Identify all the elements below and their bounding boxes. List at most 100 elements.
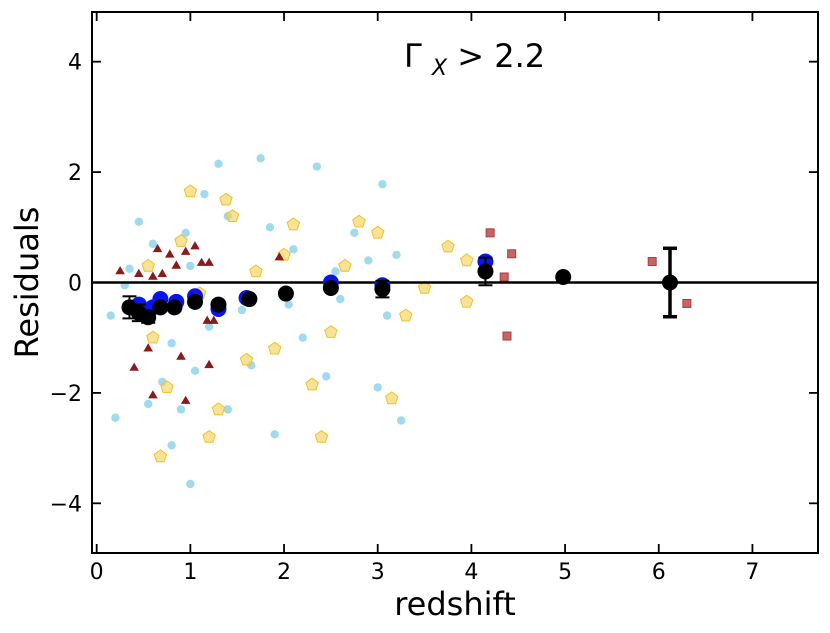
pink-square-point: [682, 298, 692, 308]
light-blue-point: [106, 311, 115, 320]
binned-black-point: [277, 285, 294, 302]
binned-layer: [121, 246, 678, 326]
pink-square-point: [499, 272, 509, 282]
dark-red-triangle-point: [148, 271, 158, 280]
dark-red-triangle-point: [165, 249, 175, 258]
dark-red-triangle-point: [204, 359, 214, 369]
gold-pentagon-point: [141, 258, 155, 272]
light-blue-point: [382, 311, 392, 320]
binned-black-point: [661, 274, 678, 291]
gold-pentagon-point: [370, 225, 385, 239]
light-blue-point: [321, 372, 331, 381]
light-blue-point: [364, 256, 373, 265]
light-blue-point: [265, 223, 275, 232]
light-blue-point: [181, 228, 190, 238]
x-tick-label: 1: [183, 560, 197, 585]
gold-pentagon-point: [441, 239, 455, 253]
light-blue-point: [148, 239, 158, 249]
annotation-gamma-symbol: Γ: [404, 37, 422, 75]
dark-red-triangle-point: [171, 260, 182, 269]
light-blue-point: [336, 294, 345, 304]
gold-pentagon-point: [225, 209, 240, 222]
binned-black-point: [477, 263, 494, 280]
dark-red-triangle-point: [115, 266, 125, 275]
dark-red-triangle-point: [196, 257, 207, 266]
y-tick-label: −4: [50, 492, 82, 517]
binned-black-point: [166, 299, 183, 316]
gold-pentagon-point: [385, 391, 399, 405]
dark-red-triangle-point: [180, 395, 191, 404]
gold-pentagon-point: [399, 308, 413, 322]
light-blue-point: [111, 413, 120, 422]
light-blue-point: [373, 383, 382, 392]
dark-red-triangle-point: [157, 268, 167, 277]
y-tick-label: 2: [68, 161, 82, 186]
gold-pentagon-point: [286, 217, 301, 231]
gold-pentagon-point: [146, 330, 160, 344]
light-blue-point: [284, 300, 293, 309]
annotation-gamma: Γ X > 2.2: [404, 37, 545, 83]
binned-black-point: [374, 281, 391, 298]
dark-red-triangle-point: [204, 257, 214, 266]
gold-pentagon-point: [160, 380, 174, 394]
ticks-layer: [92, 12, 818, 553]
light-blue-point: [256, 154, 265, 163]
pink-square-point: [507, 249, 517, 259]
light-blue-point: [167, 339, 176, 348]
light-blue-point: [144, 399, 153, 409]
tick-labels-layer: 0 1 2 3 4 5 6 7 −4 −2 0 2 4: [50, 51, 760, 585]
light-blue-point: [204, 322, 214, 331]
y-tick-label: −2: [50, 382, 82, 407]
scatter-layer: [106, 154, 692, 489]
gold-pentagon-point: [417, 280, 432, 294]
gold-pentagon-point: [324, 325, 338, 338]
gold-pentagon-point: [249, 264, 263, 278]
light-blue-point: [186, 479, 195, 489]
binned-black-point: [322, 280, 339, 297]
gold-pentagon-point: [153, 449, 168, 463]
x-tick-label: 7: [745, 560, 759, 585]
binned-black-point: [210, 296, 227, 313]
x-tick-label: 6: [652, 560, 666, 585]
light-blue-point: [270, 430, 279, 439]
light-blue-point: [223, 405, 233, 414]
binned-black-point: [555, 268, 572, 285]
gold-pentagon-point: [174, 233, 188, 247]
light-blue-point: [176, 405, 186, 414]
light-blue-point: [396, 416, 406, 425]
x-tick-label: 2: [277, 560, 291, 585]
light-blue-point: [289, 245, 298, 254]
gold-pentagon-point: [239, 352, 254, 366]
gold-pentagon-point: [459, 253, 474, 267]
light-blue-point: [378, 180, 387, 189]
dark-red-triangle-point: [143, 343, 153, 352]
gold-pentagon-point: [219, 192, 233, 206]
dark-red-triangle-point: [180, 246, 191, 255]
gold-pentagon-point: [305, 377, 319, 391]
binned-black-point: [187, 293, 204, 310]
light-blue-point: [237, 305, 247, 315]
pink-square-point: [502, 331, 512, 341]
light-blue-point: [134, 217, 144, 226]
dark-red-triangle-point: [152, 243, 163, 253]
x-tick-label: 5: [558, 560, 572, 585]
pink-square-point: [647, 257, 657, 267]
dark-red-triangle-point: [176, 351, 186, 360]
light-blue-point: [190, 366, 200, 376]
light-blue-point: [214, 159, 223, 169]
binned-black-point: [152, 299, 169, 316]
gold-pentagon-point: [211, 402, 226, 416]
gold-pentagon-point: [352, 214, 366, 228]
binned-black-point: [241, 291, 258, 308]
light-blue-point: [186, 261, 195, 271]
annotation-subscript: X: [431, 56, 448, 81]
binned-black-point: [140, 309, 157, 326]
x-tick-label: 4: [464, 560, 478, 585]
light-blue-point: [392, 250, 401, 260]
dark-red-triangle-point: [134, 268, 144, 277]
dark-red-triangle-point: [209, 315, 219, 324]
dark-red-triangle-point: [202, 315, 212, 324]
dark-red-triangle-point: [148, 390, 158, 399]
light-blue-point: [125, 264, 134, 273]
gold-pentagon-point: [183, 184, 198, 198]
